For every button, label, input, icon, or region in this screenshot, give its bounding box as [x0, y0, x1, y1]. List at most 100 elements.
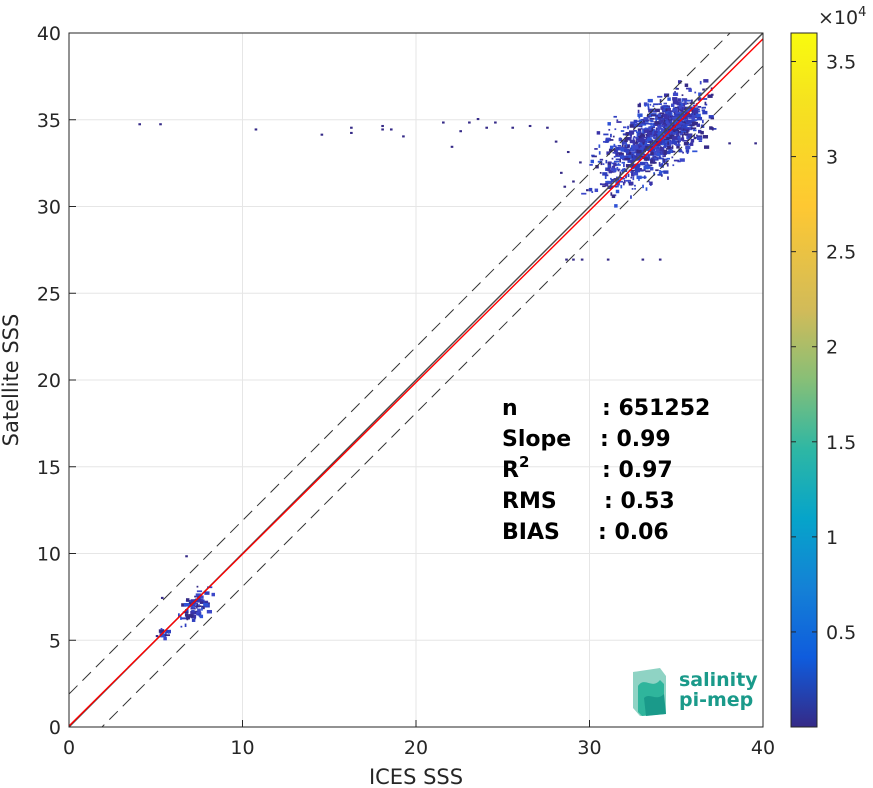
density-cell — [625, 179, 631, 182]
density-cell — [682, 139, 688, 142]
density-cell — [605, 182, 608, 185]
density-cell — [644, 120, 649, 123]
density-cell — [631, 157, 637, 161]
density-cell — [676, 145, 680, 149]
density-cell — [613, 162, 617, 167]
density-cell — [677, 105, 683, 108]
density-cell — [669, 117, 671, 120]
density-cell — [640, 169, 646, 172]
density-cell — [211, 592, 215, 597]
scatter-cell — [754, 142, 757, 145]
scatter-cell — [254, 128, 258, 131]
scatter-cell — [402, 135, 405, 138]
density-cell — [605, 167, 609, 171]
density-cell — [668, 120, 671, 123]
density-cell — [184, 613, 189, 617]
scatter-cell — [566, 150, 570, 154]
scatter-cell — [494, 121, 497, 124]
stat-label-text: Slope — [502, 427, 571, 452]
scatter-cell — [565, 258, 568, 261]
density-cell — [632, 171, 639, 176]
density-cell — [667, 111, 672, 116]
density-cell — [655, 169, 659, 172]
density-cell — [605, 139, 610, 143]
density-cell — [633, 129, 637, 132]
density-cell — [675, 131, 678, 135]
colorbar-ticks: 0.5 1 1.5 2 2.5 3 3.5 — [791, 52, 856, 644]
scatter-cell — [528, 124, 532, 128]
density-cell — [638, 138, 645, 143]
density-cell — [701, 109, 706, 112]
density-cell — [681, 134, 684, 138]
density-cell — [629, 139, 635, 144]
density-cell — [658, 155, 661, 159]
x-tick-label: 0 — [63, 737, 75, 759]
density-cell — [648, 109, 654, 113]
density-cell — [607, 167, 611, 172]
density-cell — [599, 171, 602, 174]
density-cell — [167, 632, 170, 634]
density-cell — [616, 181, 620, 186]
density-cell — [701, 98, 708, 100]
density-cell — [663, 170, 669, 174]
density-cell — [655, 127, 658, 131]
density-cell — [672, 150, 675, 153]
density-cell — [623, 148, 630, 153]
density-cell — [613, 145, 617, 148]
density-cell — [677, 121, 683, 124]
density-cell — [661, 105, 664, 108]
density-cell — [606, 180, 613, 185]
scatter-cell — [459, 130, 462, 133]
density-cell — [672, 116, 678, 119]
density-cell — [206, 609, 213, 614]
density-cell — [640, 133, 645, 137]
density-cell — [664, 115, 668, 119]
density-cell — [625, 164, 632, 168]
scatter-cell — [320, 133, 324, 136]
density-cell — [190, 599, 196, 604]
density-cell — [594, 188, 599, 193]
density-cell — [596, 131, 601, 135]
density-cell — [602, 140, 607, 143]
density-cell — [673, 118, 675, 122]
density-cell — [192, 606, 195, 609]
density-cell — [704, 101, 707, 106]
scatter-cell — [658, 258, 662, 261]
density-cell — [188, 614, 194, 618]
density-cell — [678, 148, 682, 153]
density-cell — [196, 590, 203, 593]
density-cell — [658, 140, 662, 145]
scatter-cell — [580, 258, 584, 261]
density-cell — [184, 623, 187, 628]
density-cell — [679, 131, 683, 136]
density-cell — [676, 126, 679, 129]
density-cell — [643, 139, 648, 143]
scatter-cell — [511, 126, 515, 129]
density-cell — [638, 145, 642, 148]
density-cell — [698, 140, 703, 142]
density-cell — [669, 149, 674, 153]
x-axis-label: ICES SSS — [369, 765, 463, 788]
density-cell — [644, 162, 649, 164]
axis-ticks: 0 10 20 30 40 0 5 10 15 20 25 30 35 40 — [37, 23, 775, 759]
density-cell — [671, 156, 674, 159]
statistics-box: n: 651252 Slope: 0.99 R2: 0.97 RMS: 0.53 BIA… — [502, 396, 710, 545]
density-cell — [681, 126, 687, 129]
density-cell — [668, 133, 671, 136]
reference-lines — [69, 33, 763, 727]
density-cell — [675, 87, 678, 90]
colorbar-exponent-base: ×10 — [818, 7, 858, 29]
density-cell — [682, 151, 684, 154]
density-cell — [624, 138, 628, 143]
density-cell — [645, 165, 651, 169]
density-cell — [668, 147, 670, 152]
density-cell — [632, 148, 638, 150]
stat-label-text: n — [502, 396, 518, 421]
density-cell — [660, 122, 663, 125]
density-cell — [654, 121, 660, 125]
density-cell — [691, 110, 694, 114]
density-cell — [661, 143, 667, 146]
density-cell — [637, 143, 640, 146]
regression-line — [69, 38, 763, 727]
density-cell — [668, 123, 671, 125]
